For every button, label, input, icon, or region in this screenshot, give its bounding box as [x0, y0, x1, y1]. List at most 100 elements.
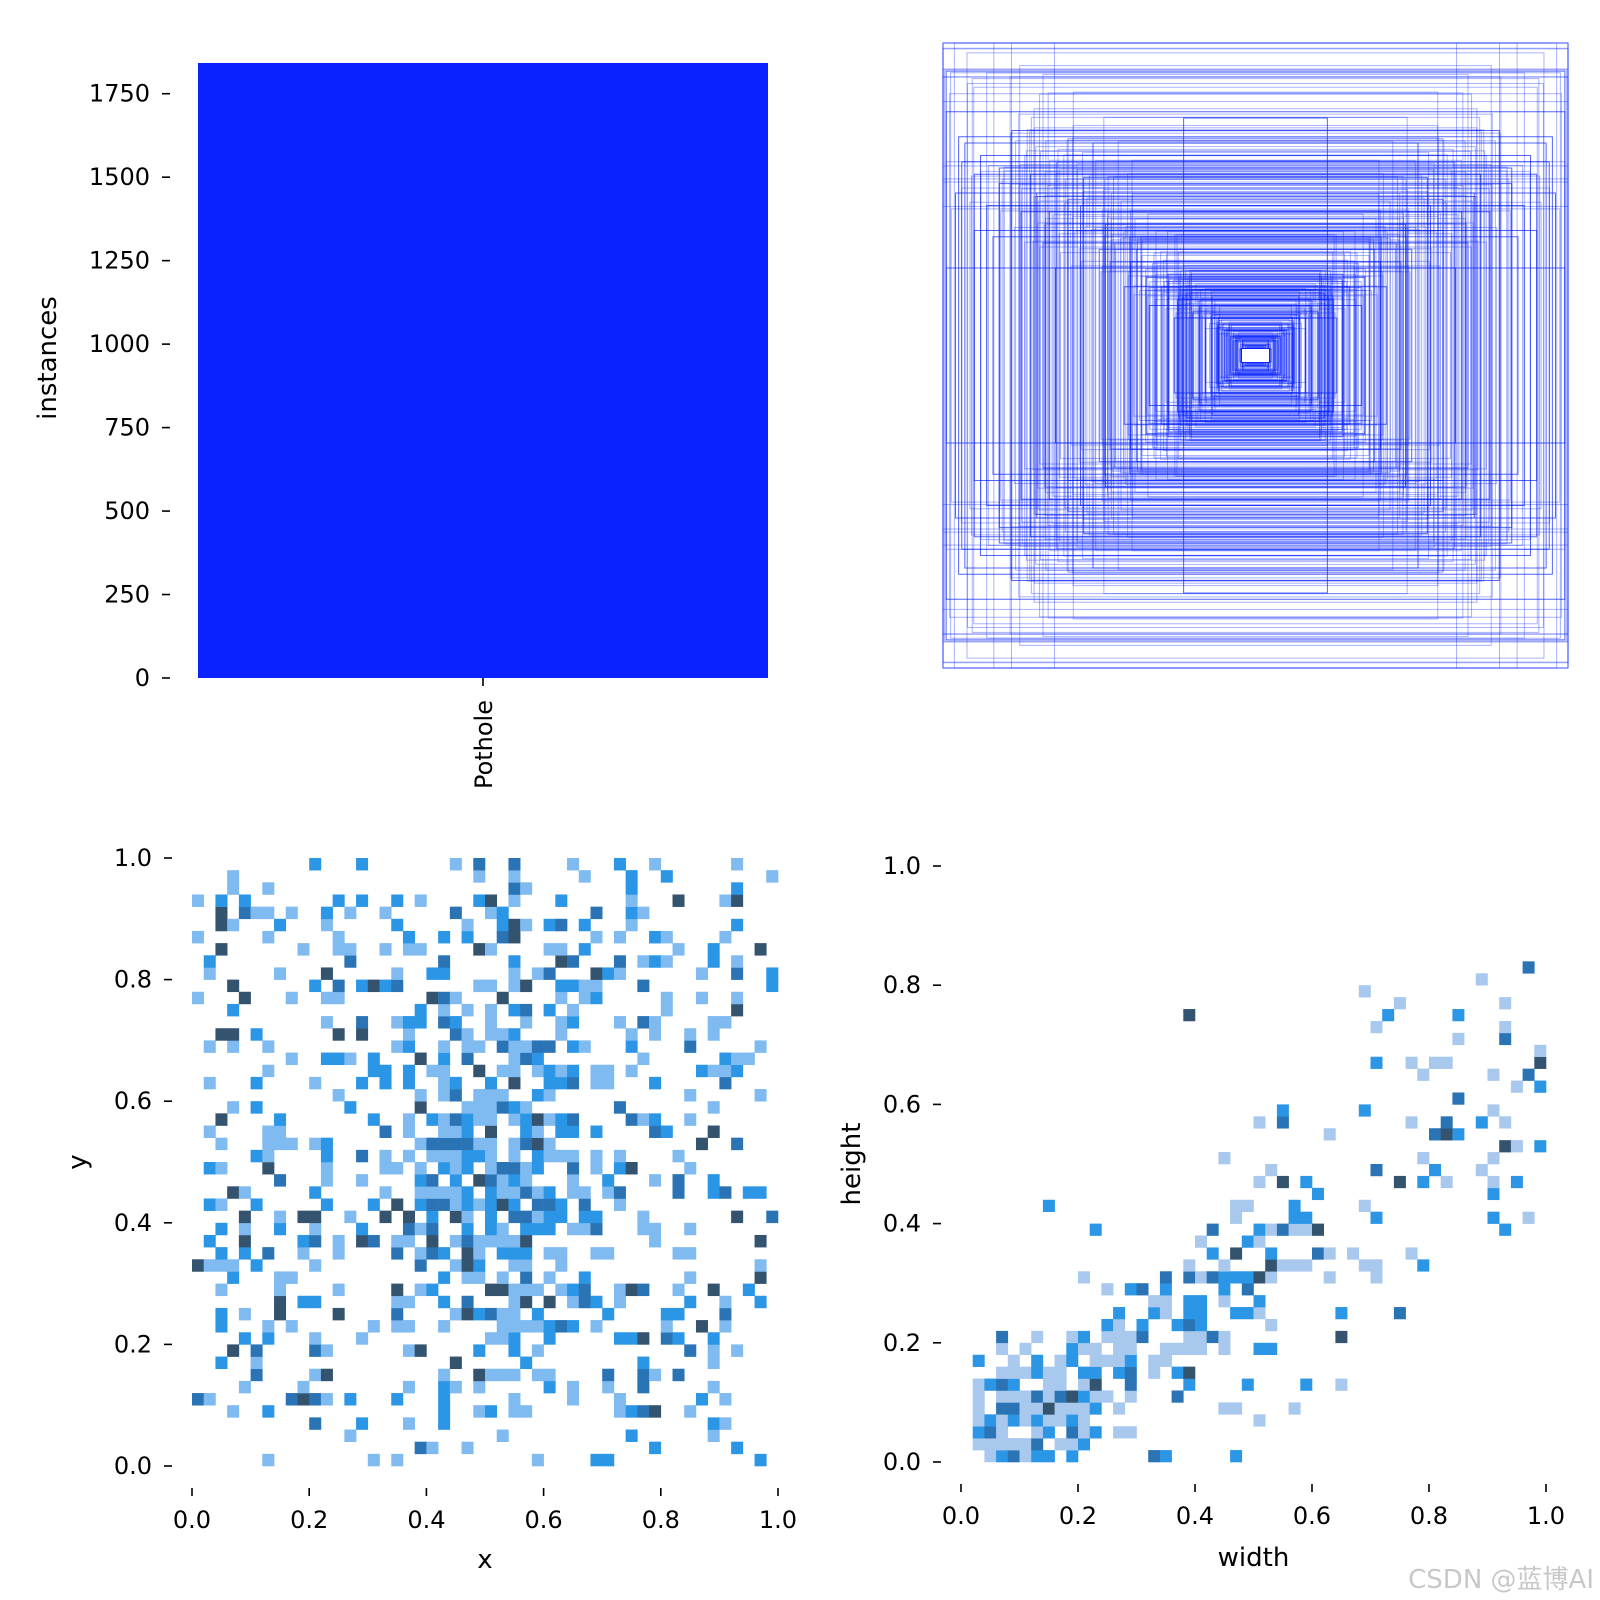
bbox-outline	[1177, 293, 1334, 418]
heatmap-cell	[984, 1414, 997, 1427]
heatmap-cell	[1136, 1330, 1149, 1344]
heatmap-cell	[227, 1186, 240, 1199]
heatmap-cell	[1019, 1414, 1032, 1427]
heatmap-cell	[309, 858, 322, 871]
heatmap-cell	[602, 967, 615, 980]
heatmap-cell	[567, 1320, 580, 1333]
heatmap-cell	[192, 894, 205, 907]
heatmap-cell	[590, 991, 603, 1005]
bbox-outline	[1192, 309, 1319, 402]
bbox-outline	[943, 69, 1568, 642]
heatmap-cell	[1417, 1068, 1430, 1081]
bbox-outline	[1201, 306, 1310, 405]
heatmap-cell	[1171, 1342, 1184, 1356]
heatmap-cell	[485, 1003, 498, 1017]
heatmap-cell	[1159, 1283, 1172, 1296]
bbox-outline	[1176, 234, 1335, 477]
bbox-outline	[1104, 234, 1407, 477]
heatmap-cell	[449, 1356, 462, 1370]
heatmap-cell	[1183, 1259, 1196, 1272]
heatmap-cell	[473, 1040, 486, 1053]
bbox-outline	[950, 72, 1561, 639]
bbox-outline	[986, 205, 1525, 506]
bbox-outline	[1235, 337, 1276, 374]
heatmap-cell	[754, 1040, 767, 1053]
heatmap-cell	[485, 1222, 498, 1236]
bbox-outline	[966, 52, 1545, 659]
heatmap-cell	[649, 1016, 662, 1029]
bbox-outline	[1229, 337, 1282, 374]
bbox-outline	[971, 78, 1540, 633]
center-gap	[1241, 348, 1270, 363]
heatmap-cell	[531, 1222, 544, 1236]
bbox-outline	[960, 187, 1551, 524]
heatmap-cell	[1101, 1318, 1114, 1332]
bbox-outline	[1239, 343, 1272, 368]
bbox-outline	[1182, 295, 1329, 416]
bbox-outline	[1127, 275, 1384, 436]
heatmap-cell	[731, 1210, 744, 1224]
bbox-outline	[1234, 336, 1277, 375]
heatmap-cell	[379, 1125, 392, 1138]
heatmap-cell	[1101, 1390, 1114, 1403]
heatmap-cell	[356, 1222, 369, 1236]
heatmap-cell	[996, 1342, 1009, 1356]
heatmap-cell	[719, 1076, 732, 1090]
x-tick-label: 0.0	[942, 1502, 980, 1530]
bbox-outline	[1125, 226, 1386, 485]
heatmap-cell	[996, 1366, 1009, 1379]
heatmap-cell	[1159, 1342, 1172, 1356]
heatmap-cell	[485, 1283, 498, 1297]
heatmap-cell	[531, 1125, 544, 1138]
bbox-outline	[1148, 286, 1363, 425]
heatmap-cell	[567, 1076, 580, 1090]
bbox-outline	[1131, 193, 1380, 518]
heatmap-cell	[402, 1076, 415, 1090]
heatmap-cell	[1487, 1104, 1500, 1117]
bbox-outline	[1105, 223, 1406, 488]
bbox-outline	[1072, 124, 1439, 587]
bbox-outline	[1238, 332, 1273, 379]
heatmap-cell	[731, 882, 744, 895]
bbox-outline	[1187, 317, 1324, 394]
bbox-outline	[1081, 151, 1430, 560]
heatmap-cell	[356, 979, 369, 993]
bbox-outline	[1239, 340, 1272, 371]
heatmap-cell	[496, 1040, 509, 1053]
heatmap-cell	[543, 1003, 556, 1017]
bbox-outline	[1234, 340, 1277, 371]
heatmap-cell	[1218, 1330, 1231, 1344]
heatmap-cell	[332, 1028, 345, 1041]
heatmap-cell	[344, 1429, 357, 1442]
bbox-outline	[1070, 265, 1441, 446]
heatmap-cell	[972, 1438, 985, 1451]
heatmap-cell	[1183, 1271, 1196, 1284]
heatmap-cell	[684, 1247, 697, 1260]
heatmap-cell	[602, 1247, 615, 1260]
heatmap-cell	[984, 1426, 997, 1439]
heatmap-cell	[766, 979, 779, 993]
heatmap-cell	[1358, 1199, 1371, 1212]
heatmap-cell	[1183, 1318, 1196, 1332]
heatmap-cell	[520, 1271, 533, 1284]
heatmap-cell	[731, 1137, 744, 1151]
bbox-outline	[1024, 155, 1487, 556]
heatmap-cell	[379, 1210, 392, 1224]
heatmap-cell	[1475, 1164, 1488, 1177]
heatmap-cell	[356, 894, 369, 907]
bbox-outline	[1224, 329, 1287, 382]
bbox-outline	[1167, 282, 1344, 429]
bbox-outline	[1044, 171, 1467, 540]
heatmap-cell	[555, 979, 568, 993]
heatmap-cell	[285, 1393, 298, 1406]
heatmap-cell	[1042, 1450, 1055, 1463]
heatmap-cell	[215, 943, 228, 956]
heatmap-cell	[555, 1028, 568, 1041]
heatmap-cell	[438, 1320, 451, 1333]
bbox-outline	[1192, 311, 1319, 400]
heatmap-cell	[590, 1076, 603, 1090]
heatmap-cell	[1218, 1402, 1231, 1415]
heatmap-cell	[1124, 1330, 1137, 1344]
heatmap-cell	[1534, 1080, 1547, 1093]
heatmap-cell	[1113, 1402, 1126, 1415]
